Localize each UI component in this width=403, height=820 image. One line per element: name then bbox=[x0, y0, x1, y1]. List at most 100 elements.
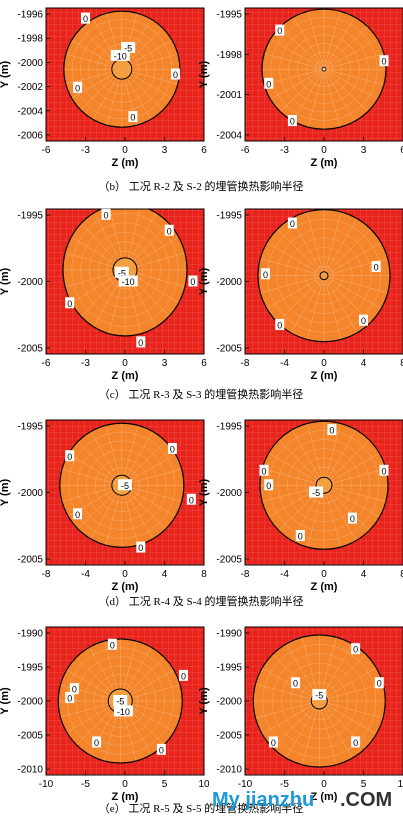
contour-label-bg bbox=[136, 336, 146, 348]
x-tick-label: 4 bbox=[361, 569, 367, 580]
contour-label-bg bbox=[114, 266, 129, 278]
x-tick-label: 0 bbox=[321, 358, 327, 369]
mesh-line bbox=[323, 228, 371, 276]
y-tick-label: -1995 bbox=[216, 211, 242, 222]
contour-label-bg bbox=[65, 692, 75, 704]
mesh-line bbox=[261, 667, 320, 702]
mesh-line bbox=[255, 683, 320, 702]
y-tick-label: -2000 bbox=[216, 277, 242, 288]
x-tick-label: -10 bbox=[39, 779, 54, 790]
y-tick-label: -1998 bbox=[216, 50, 242, 61]
y-tick-label: -1995 bbox=[216, 10, 242, 21]
figure-caption: （d） 工况 R-4 及 S-4 的埋管换热影响半径 bbox=[98, 594, 303, 608]
contour-label-bg bbox=[264, 479, 274, 491]
x-axis-label: Z (m) bbox=[112, 157, 139, 169]
mesh-line bbox=[279, 26, 325, 70]
y-tick-label: -2005 bbox=[17, 555, 43, 566]
x-tick-label: 0 bbox=[321, 779, 327, 790]
mesh-line bbox=[323, 439, 370, 486]
contour-label-bg bbox=[73, 508, 83, 520]
mesh-ring bbox=[88, 35, 156, 103]
figure-caption: （c） 工况 R-3 及 S-3 的埋管换热影响半径 bbox=[99, 387, 303, 401]
contour-label: 0 bbox=[353, 738, 358, 748]
y-tick-label: -2000 bbox=[17, 488, 43, 499]
contour-label: -10 bbox=[114, 51, 127, 61]
contour-label-bg bbox=[261, 268, 271, 280]
x-tick-label: -3 bbox=[280, 145, 289, 156]
x-tick-label: -5 bbox=[81, 779, 90, 790]
contour-panel-R-2: 0 0 0 0 -10-5 -6 -3 0 3 6 -1996 -1998 -2000 -2002 -200… bbox=[0, 7, 207, 169]
mesh-line bbox=[323, 485, 380, 518]
contour-label-bg bbox=[136, 541, 146, 553]
mesh-ring bbox=[314, 266, 334, 286]
mesh-line bbox=[319, 700, 384, 719]
contour-label: -5 bbox=[312, 488, 320, 498]
mesh-ring bbox=[84, 665, 156, 737]
y-tick-label: -2006 bbox=[17, 131, 43, 142]
mesh-ring bbox=[290, 672, 348, 730]
contour-label: -5 bbox=[116, 697, 124, 707]
contour-label: 0 bbox=[374, 263, 379, 273]
y-axis-label: Y (m) bbox=[198, 687, 210, 715]
mesh-line bbox=[323, 26, 369, 70]
mesh-line bbox=[323, 275, 342, 340]
x-tick-label: 6 bbox=[201, 145, 207, 156]
mesh-line bbox=[290, 275, 325, 333]
contour-label: 0 bbox=[67, 299, 72, 309]
x-axis-label: Z (m) bbox=[311, 581, 338, 593]
contour-label-bg bbox=[186, 493, 196, 505]
mesh-line bbox=[323, 53, 384, 70]
contour-label-bg bbox=[259, 464, 269, 476]
contour-label: 0 bbox=[138, 543, 143, 553]
mesh-line bbox=[262, 468, 325, 486]
mesh-line bbox=[323, 485, 341, 548]
mesh-line bbox=[292, 17, 325, 70]
contour-label-bg bbox=[113, 705, 133, 717]
contour-label: 0 bbox=[266, 79, 271, 89]
contour-label-bg bbox=[309, 486, 324, 498]
x-tick-label: 4 bbox=[162, 569, 168, 580]
mesh-ring bbox=[288, 34, 360, 104]
x-tick-label: 10 bbox=[397, 779, 403, 790]
contour-label-bg bbox=[81, 12, 90, 24]
x-tick-label: -3 bbox=[81, 358, 90, 369]
mesh-line bbox=[279, 69, 325, 112]
contour-label: 0 bbox=[377, 679, 382, 689]
y-tick-label: -1998 bbox=[17, 34, 43, 45]
contour-label: 0 bbox=[72, 685, 77, 695]
y-tick-label: -2010 bbox=[216, 765, 242, 776]
mesh-line bbox=[323, 453, 380, 486]
x-tick-label: 10 bbox=[198, 779, 210, 790]
contour-label-bg bbox=[295, 530, 305, 541]
contour-label: 0 bbox=[298, 532, 303, 542]
figure-caption: （b） 工况 R-2 及 S-2 的埋管换热影响半径 bbox=[98, 179, 303, 193]
contour-panel-R-4: 0 0 0 0 0 -5 -8 -4 0 4 8 -1995 -2000 -2005 Z (m) Y (m) bbox=[0, 419, 207, 593]
y-tick-label: -2000 bbox=[17, 277, 43, 288]
mesh-line bbox=[319, 667, 377, 702]
x-axis-label: Z (m) bbox=[311, 370, 338, 382]
y-axis-label: Y (m) bbox=[198, 479, 210, 507]
mesh-line bbox=[277, 275, 325, 323]
contour-label-bg bbox=[167, 443, 177, 454]
mesh-line bbox=[255, 700, 320, 719]
mesh-line bbox=[306, 211, 325, 276]
y-tick-label: -2000 bbox=[17, 58, 43, 69]
contour-label-bg bbox=[264, 77, 274, 89]
mesh-line bbox=[323, 429, 357, 486]
contour-label-bg bbox=[73, 81, 83, 93]
y-tick-label: -2004 bbox=[216, 131, 242, 142]
contour-label: 0 bbox=[94, 738, 99, 748]
watermark-suffix: .COM bbox=[340, 789, 392, 811]
x-tick-label: 3 bbox=[162, 145, 168, 156]
contour-label: 0 bbox=[293, 679, 298, 689]
contour-label-bg bbox=[312, 689, 327, 701]
mesh-line bbox=[272, 700, 320, 748]
contour-label-bg bbox=[118, 479, 132, 491]
x-tick-label: -5 bbox=[280, 779, 289, 790]
mesh-line bbox=[323, 485, 357, 541]
y-tick-label: -1995 bbox=[17, 663, 43, 674]
mesh-ring bbox=[296, 457, 352, 513]
contour-label: 0 bbox=[167, 226, 172, 236]
contour-label: 0 bbox=[189, 495, 194, 505]
